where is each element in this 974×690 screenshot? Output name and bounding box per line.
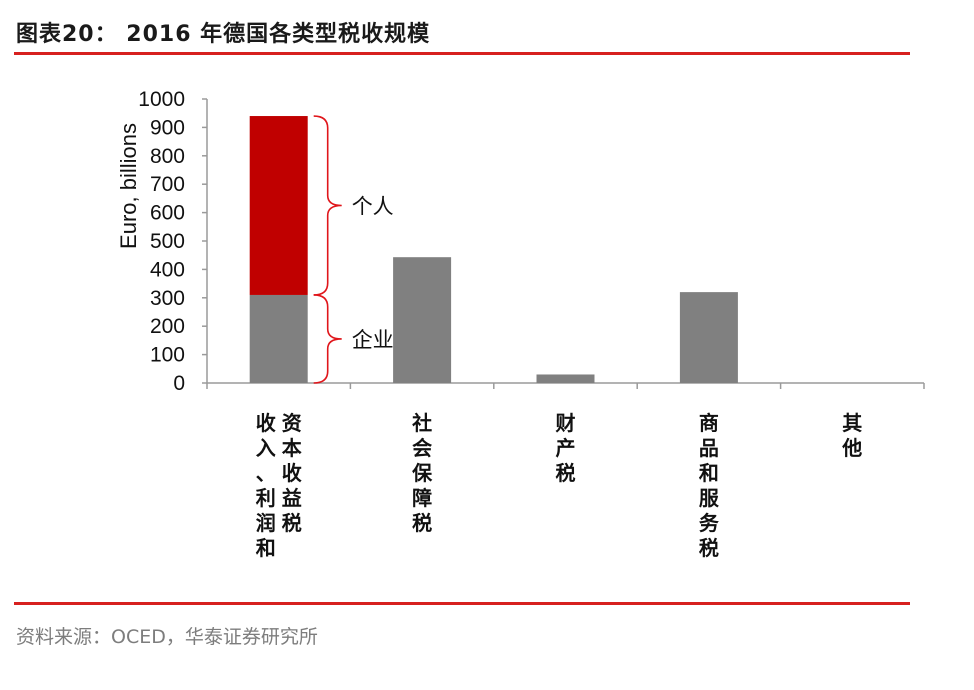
- top-divider: [14, 52, 910, 55]
- bottom-divider: [14, 602, 910, 605]
- bar-gray-3: [679, 292, 738, 383]
- x-category-label-2: 财产税: [556, 411, 576, 485]
- x-category-label-3: 商品和服务税: [699, 411, 720, 560]
- annotation-brace-0: [313, 115, 342, 296]
- annotation-label-0: 个人: [352, 195, 394, 219]
- annotation-brace-1: [313, 294, 342, 384]
- bar-gray-1: [393, 257, 452, 383]
- y-tick-label: 400: [150, 258, 185, 281]
- bar-gray-0: [249, 294, 308, 383]
- figure-title: 图表20： 2016 年德国各类型税收规模: [16, 22, 431, 47]
- axes: [202, 98, 925, 389]
- bar-gray-2: [536, 374, 595, 383]
- bars: [249, 116, 738, 383]
- source-note: 资料来源：OCED，华泰证券研究所: [16, 626, 318, 648]
- y-tick-label: 500: [150, 230, 185, 253]
- y-tick-label: 300: [150, 287, 185, 310]
- x-category-label-4: 其他: [841, 411, 862, 460]
- y-tick-label: 100: [150, 344, 185, 367]
- y-tick-label: 900: [150, 116, 185, 139]
- y-tick-label: 1000: [138, 88, 185, 111]
- bar-red-0: [249, 116, 308, 295]
- y-tick-label: 600: [150, 202, 185, 225]
- y-tick-label: 700: [150, 173, 185, 196]
- x-category-label-0: 资本收益税: [282, 411, 302, 535]
- y-tick-label: 0: [173, 372, 185, 395]
- y-axis-label: Euro, billions: [116, 123, 141, 249]
- y-tick-label: 200: [150, 315, 185, 338]
- annotation-label-1: 企业: [352, 328, 394, 352]
- x-category-label-0: 收入、利润和: [256, 411, 276, 560]
- x-category-label-1: 社会保障税: [411, 411, 433, 535]
- labels: 0 100 200 300 400 500 600 700 800 900 1000 Euro, bi…: [116, 88, 862, 560]
- y-tick-label: 800: [150, 145, 185, 168]
